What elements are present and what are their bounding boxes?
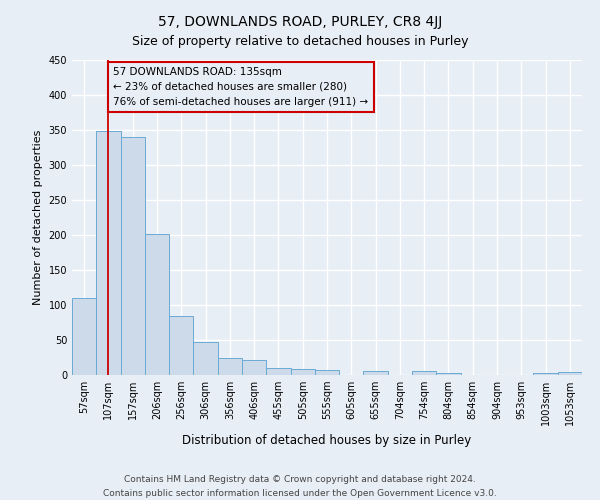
Bar [315,370,339,375]
Text: Size of property relative to detached houses in Purley: Size of property relative to detached ho… [132,35,468,48]
Bar [436,373,461,375]
Text: 57, DOWNLANDS ROAD, PURLEY, CR8 4JJ: 57, DOWNLANDS ROAD, PURLEY, CR8 4JJ [158,15,442,29]
Bar [193,342,218,375]
Bar [364,371,388,375]
Text: Contains HM Land Registry data © Crown copyright and database right 2024.
Contai: Contains HM Land Registry data © Crown c… [103,476,497,498]
Bar [290,370,315,375]
X-axis label: Distribution of detached houses by size in Purley: Distribution of detached houses by size … [182,434,472,446]
Bar [412,371,436,375]
Bar [72,298,96,375]
Bar [145,234,169,375]
Bar [169,316,193,375]
Bar [266,368,290,375]
Bar [121,137,145,375]
Text: 57 DOWNLANDS ROAD: 135sqm
← 23% of detached houses are smaller (280)
76% of semi: 57 DOWNLANDS ROAD: 135sqm ← 23% of detac… [113,67,368,106]
Bar [218,358,242,375]
Bar [96,132,121,375]
Bar [242,360,266,375]
Bar [558,372,582,375]
Bar [533,373,558,375]
Y-axis label: Number of detached properties: Number of detached properties [33,130,43,305]
